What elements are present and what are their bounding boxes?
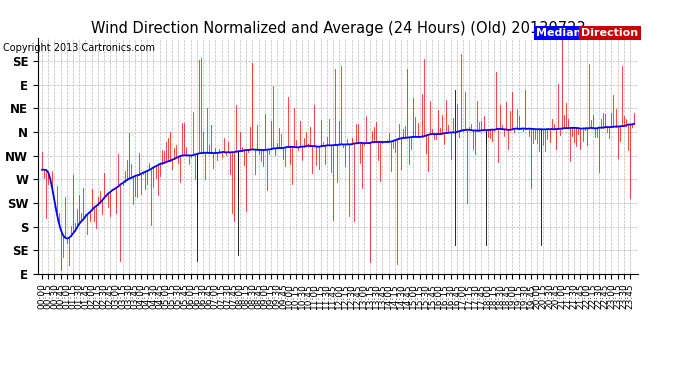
Title: Wind Direction Normalized and Average (24 Hours) (Old) 20130723: Wind Direction Normalized and Average (2…: [91, 21, 585, 36]
Text: Copyright 2013 Cartronics.com: Copyright 2013 Cartronics.com: [3, 43, 155, 53]
Text: Direction: Direction: [581, 28, 638, 38]
Text: Median: Median: [536, 28, 582, 38]
